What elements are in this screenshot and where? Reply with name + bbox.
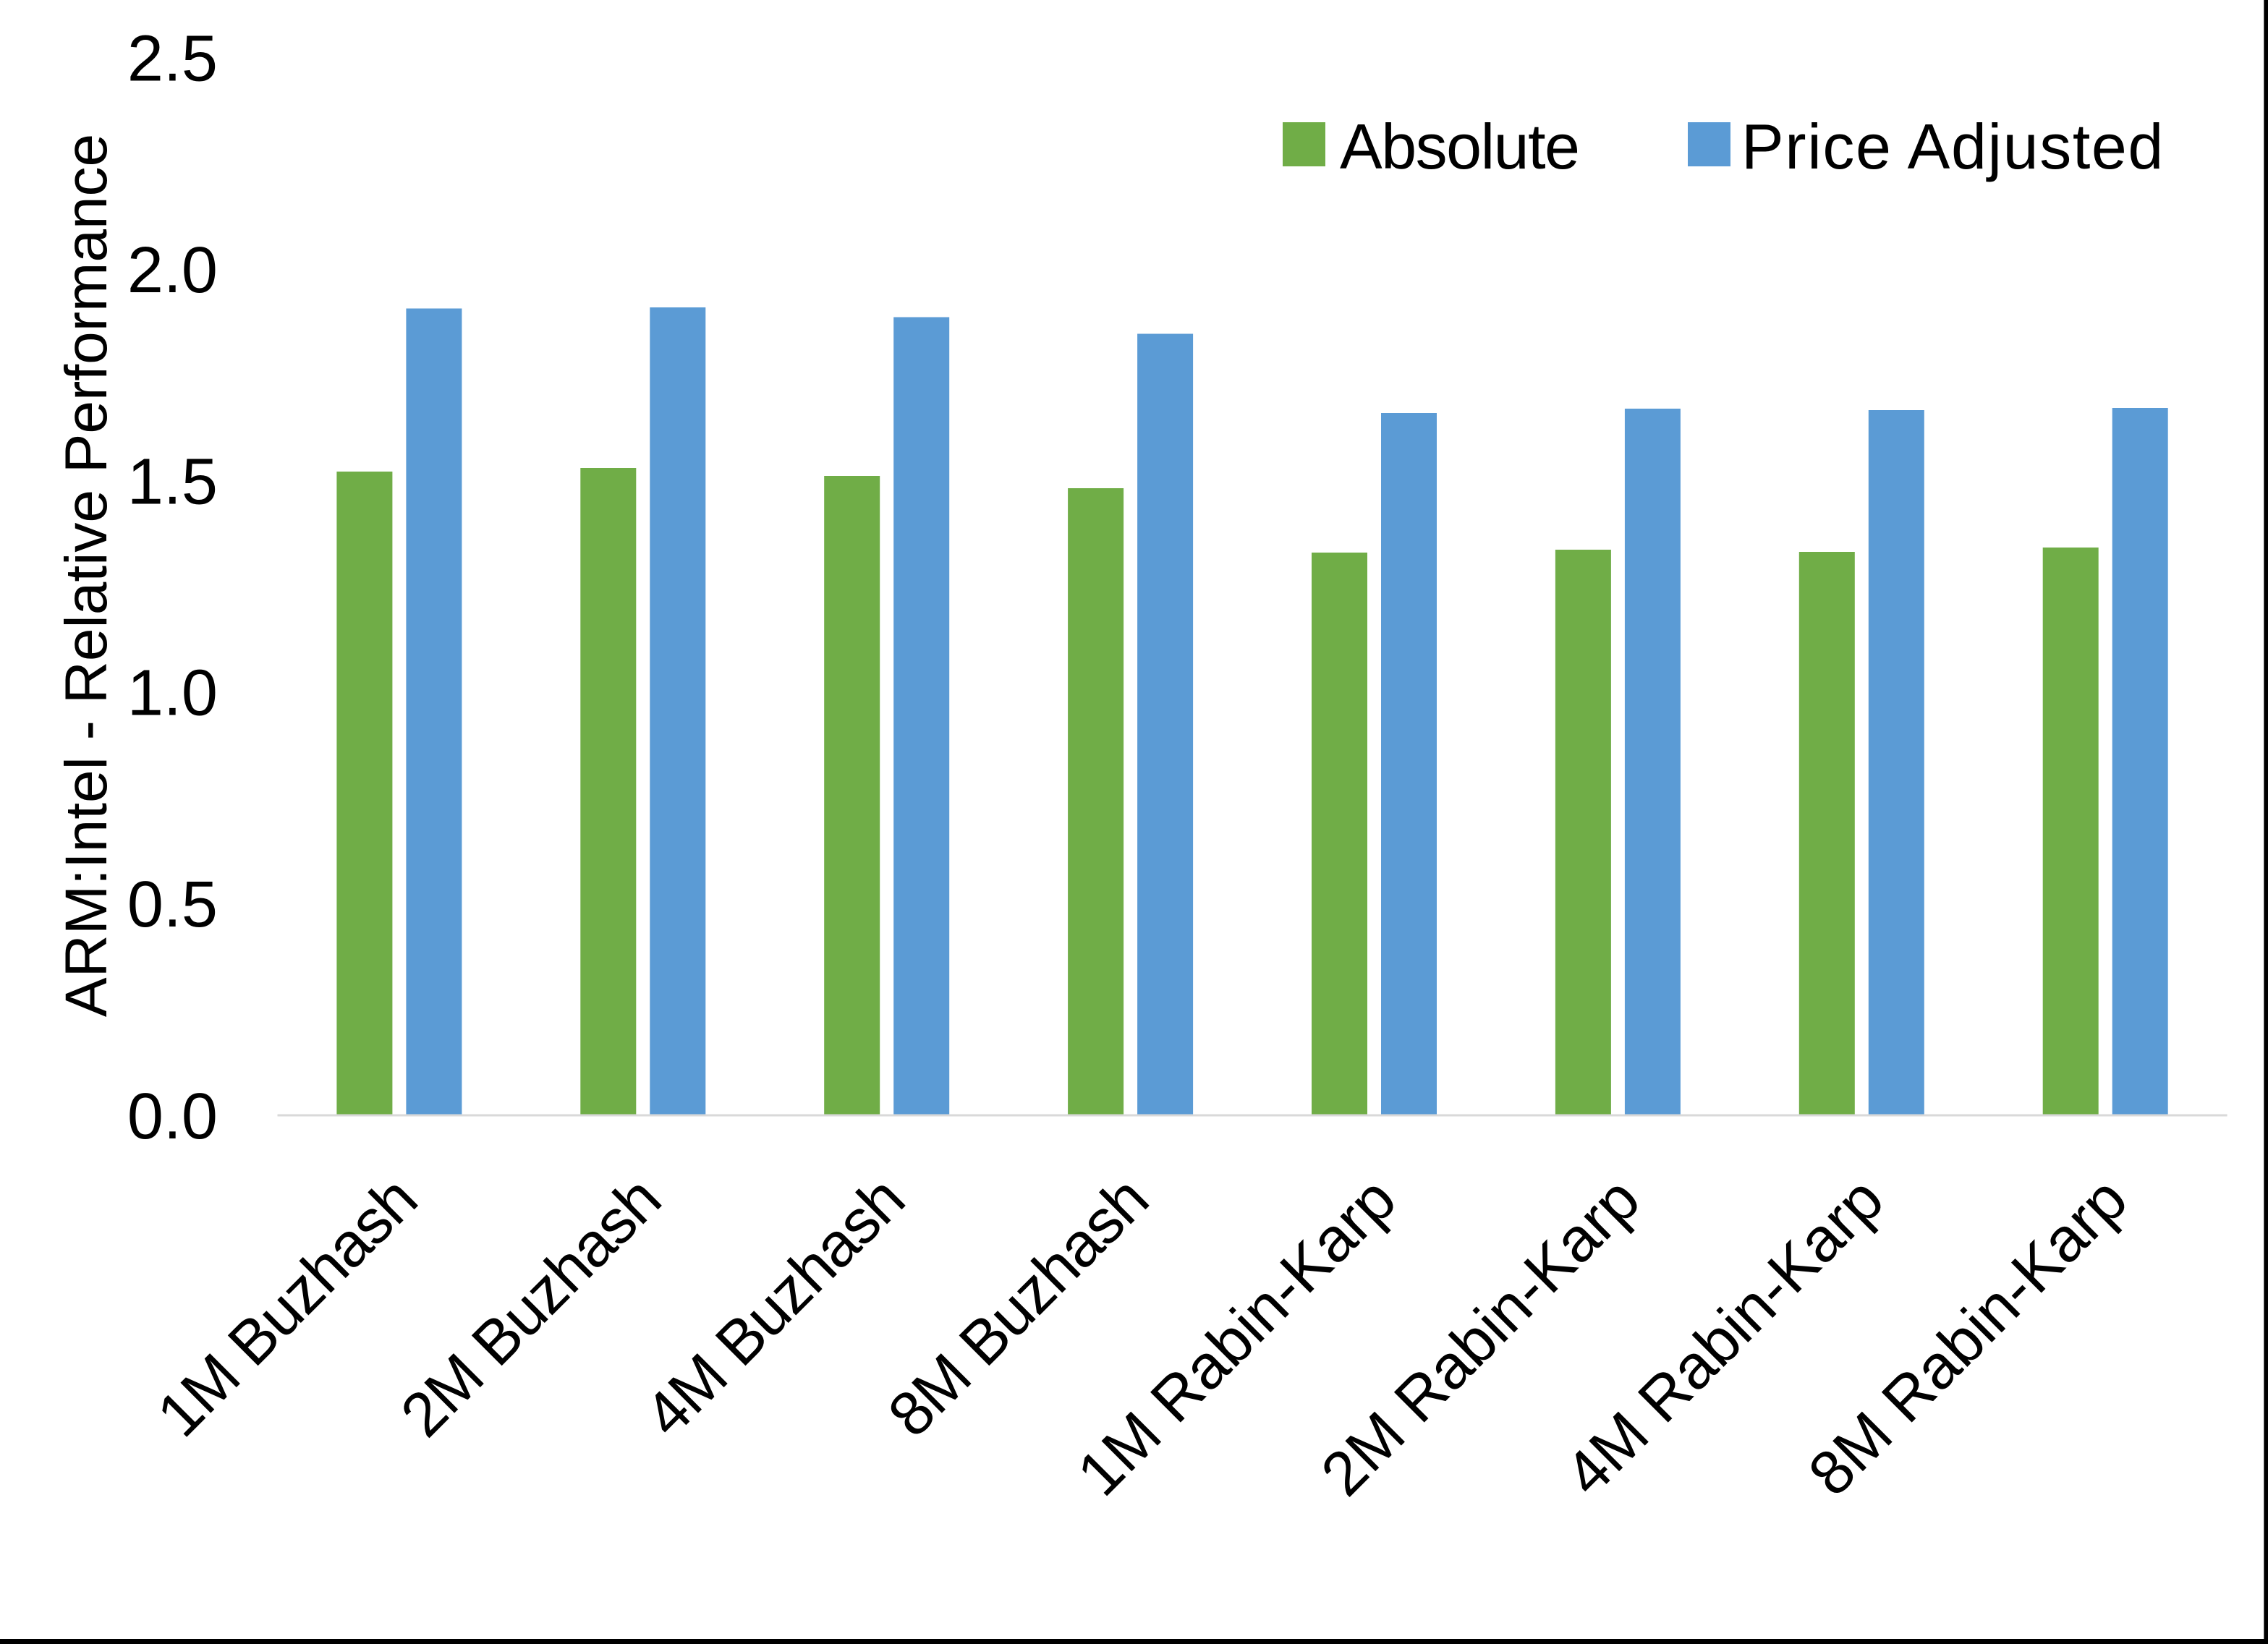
svg-text:2.0: 2.0 <box>127 234 218 307</box>
svg-text:1.0: 1.0 <box>127 657 218 730</box>
svg-text:1.5: 1.5 <box>127 446 218 518</box>
svg-text:2.5: 2.5 <box>127 23 218 95</box>
svg-text:0.0: 0.0 <box>127 1081 218 1153</box>
svg-text:Price Adjusted: Price Adjusted <box>1741 111 2165 182</box>
svg-text:Absolute: Absolute <box>1340 111 1579 182</box>
svg-text:ARM:Intel - Relative Performan: ARM:Intel - Relative Performance <box>54 134 119 1017</box>
svg-text:0.5: 0.5 <box>127 869 218 941</box>
